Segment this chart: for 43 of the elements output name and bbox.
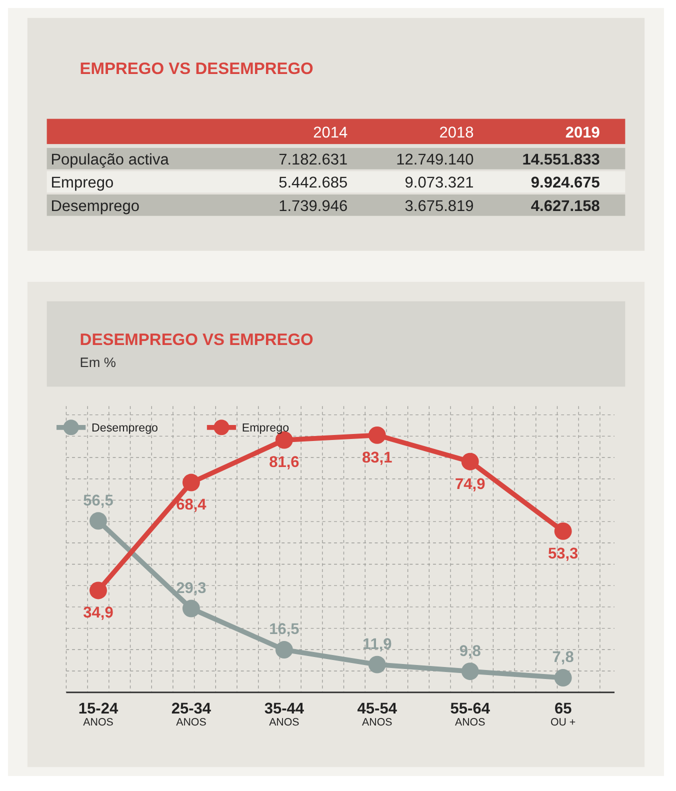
- data-label: 53,3: [548, 545, 579, 562]
- category-label: Desemprego: [50, 198, 140, 216]
- text: 9.073.321: [404, 174, 474, 192]
- chart-subtitle: Em %: [80, 355, 116, 370]
- category-label: 2014: [313, 124, 348, 142]
- data-label: 81,6: [269, 454, 300, 472]
- legend-label: Desemprego: [91, 421, 158, 434]
- point: [461, 452, 479, 470]
- category-label: População activa: [50, 151, 169, 168]
- text: 9.924.675: [530, 174, 600, 192]
- data-label: 29,3: [176, 580, 207, 597]
- text: 1.739.946: [278, 198, 348, 216]
- point: [554, 669, 572, 687]
- data-label: 68,4: [176, 496, 207, 514]
- point: [182, 474, 200, 492]
- point: [275, 641, 293, 658]
- text: 14.551.833: [522, 151, 600, 168]
- data-label: 11,9: [362, 636, 392, 654]
- category-label: 2018: [439, 124, 474, 142]
- point: [90, 582, 107, 600]
- text: 7.182.631: [278, 151, 348, 168]
- point: [368, 426, 386, 444]
- data-label: 7,8: [552, 649, 574, 666]
- category-label: 2019: [565, 124, 600, 142]
- point: [368, 656, 386, 674]
- data-label: 56,5: [83, 492, 114, 510]
- legend-label: Emprego: [242, 421, 290, 434]
- data-label: 9,8: [459, 642, 482, 660]
- text: 3.675.819: [404, 198, 474, 216]
- data-label: 34,9: [83, 604, 114, 622]
- data-label: 16,5: [269, 621, 300, 638]
- point: [461, 662, 479, 680]
- text: 5.442.685: [278, 174, 348, 192]
- data-label: 74,9: [455, 476, 486, 493]
- point: [554, 522, 572, 540]
- point: [182, 600, 200, 618]
- data-label: 83,1: [362, 449, 393, 466]
- point: [90, 512, 107, 530]
- category-label: Emprego: [50, 174, 114, 192]
- text: 4.627.158: [530, 198, 600, 216]
- chart-title: DESEMPREGO VS EMPREGO: [80, 330, 314, 349]
- text: EMPREGO VS DESEMPREGO: [80, 60, 314, 78]
- text: 12.749.140: [396, 151, 474, 168]
